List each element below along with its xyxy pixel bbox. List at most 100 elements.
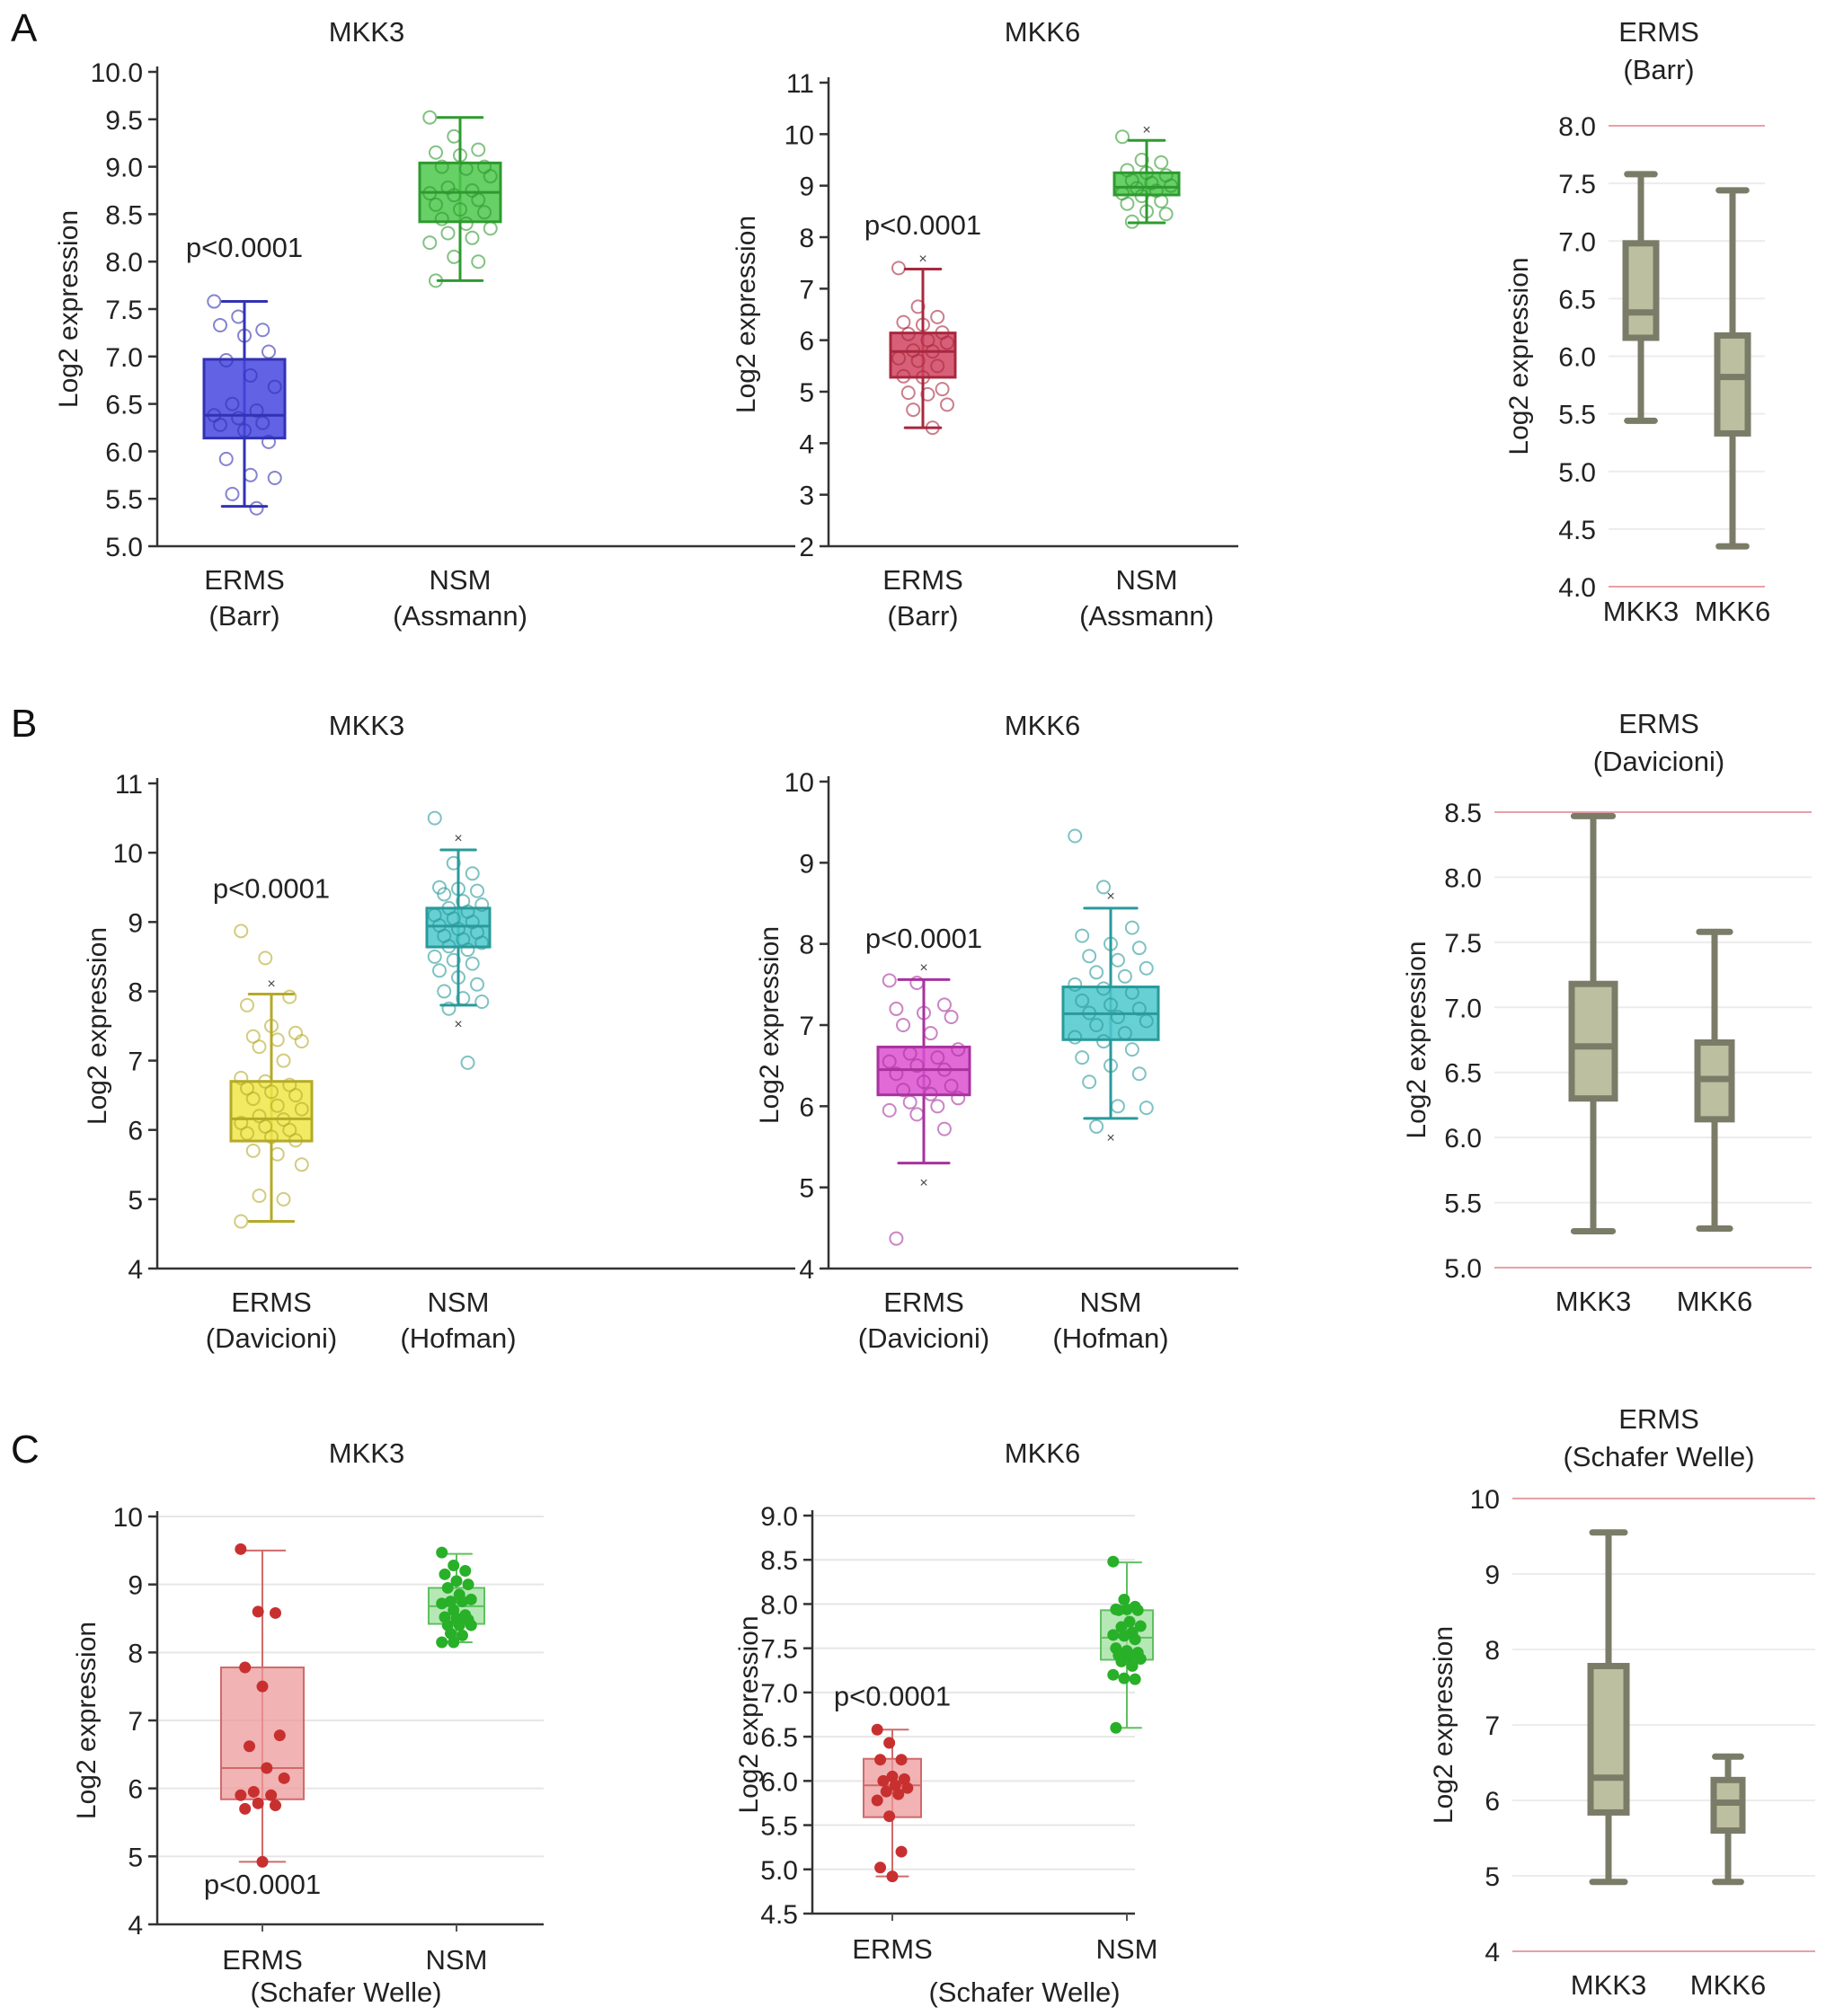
data-point [439,1568,451,1580]
y-tick-label: 9 [799,849,814,879]
data-point [282,989,297,1004]
data-point [245,1029,261,1044]
data-point [1124,920,1139,935]
data-point [448,1559,460,1571]
data-point [1115,129,1130,145]
data-point [267,470,282,485]
data-point [471,142,486,157]
data-point [1110,1721,1122,1734]
y-tick-label: 6 [128,1775,143,1805]
data-point [249,402,264,418]
y-tick-label: 7.0 [760,1679,798,1709]
y-tick-label: 6.0 [1558,343,1596,373]
data-point [252,1039,267,1055]
x-tick-label: (Hofman) [1052,1322,1168,1354]
x-tick-label: (Barr) [208,600,279,632]
data-point [429,273,443,288]
data-point [1068,1030,1083,1045]
data-point [264,1129,279,1145]
data-point [243,367,258,383]
data-point [434,159,449,174]
data-point [477,205,492,220]
data-point [930,1099,945,1114]
y-tick-label: 5.5 [1444,1189,1482,1219]
data-point [437,984,452,999]
chart-title: ERMS [1618,708,1699,739]
data-point [920,386,935,402]
data-point [427,949,442,964]
data-point [1110,952,1125,968]
data-point [269,1606,281,1619]
data-point [877,1774,890,1787]
data-point [1117,1026,1132,1041]
data-point [453,202,467,217]
box-group-erms: × ERMS (Davicioni) [206,924,337,1354]
box-group-mkk3: MKK3 [1556,812,1631,1317]
data-point [874,1754,887,1766]
data-point [234,924,249,939]
y-tick-label: 6 [799,327,814,357]
data-point [909,1058,925,1074]
data-point [465,866,480,881]
data-point [237,328,252,343]
data-point [1126,1659,1139,1672]
y-tick-label: 7 [799,1012,814,1041]
data-point [422,235,438,251]
data-point [440,225,456,241]
x-axis-sublabel: (Schafer Welle) [928,1976,1120,2008]
data-point [909,976,925,991]
y-tick-label: 6.0 [1444,1124,1482,1154]
data-point [453,147,467,163]
outlier-marker: × [454,831,462,846]
y-tick-label: 8.0 [105,248,143,278]
data-point [896,368,911,384]
data-point [1130,181,1145,196]
y-tick-label: 4 [128,1911,143,1941]
y-axis-label: Log2 expression [734,1615,764,1813]
y-tick-label: 10 [784,120,814,150]
data-point [265,1789,278,1801]
y-tick-label: 8 [1485,1636,1500,1666]
box-group-erms: ERMS (Barr) [202,294,287,632]
data-point [441,1001,456,1016]
data-point [441,1581,454,1594]
y-axis-label: Log2 expression [54,210,84,408]
y-tick-label: 8.5 [1444,799,1482,828]
data-point [1134,1652,1147,1665]
data-point [252,1797,264,1809]
data-point [273,1729,286,1742]
data-point [446,855,461,871]
data-point [902,1094,917,1110]
data-point [1139,960,1154,976]
data-point [896,314,911,330]
chart-b1: MKK3 Log2 expression 4 5 6 7 8 9 10 11 × ERMS (Davic… [83,710,795,1354]
data-point [470,977,484,992]
x-tick-label: (Davicioni) [206,1322,337,1354]
data-point [282,1077,297,1092]
x-tick-label: NSM [430,564,492,596]
box-group-mkk6: MKK6 [1695,187,1770,627]
y-tick-label: 6 [799,1092,814,1122]
y-tick-label: 9.0 [760,1502,798,1532]
data-point [917,1005,931,1021]
outlier-marker: × [918,252,926,267]
data-point [1082,949,1097,964]
data-point [889,1001,904,1016]
x-tick-label: (Barr) [887,600,958,632]
data-point [882,973,897,988]
data-point [930,309,945,324]
data-point [883,1737,896,1749]
outlier-marker: × [919,960,927,976]
data-point [446,952,461,968]
y-axis-label: Log2 expression [72,1622,102,1819]
box-group-erms: ERMS [220,1543,305,1976]
data-point [462,1578,474,1591]
y-tick-label: 9.5 [105,106,143,136]
data-point [276,1191,291,1207]
data-point [1120,196,1135,211]
y-tick-label: 7 [128,1048,143,1077]
data-point [235,1789,247,1801]
data-point [951,1042,966,1057]
data-point [935,382,950,397]
data-point [936,997,952,1012]
